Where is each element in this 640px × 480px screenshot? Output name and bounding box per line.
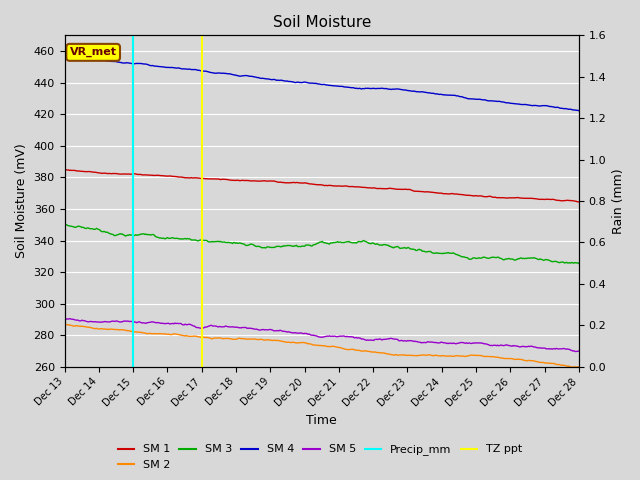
SM 2 <box>568 364 575 370</box>
SM 3 <box>368 240 376 246</box>
SM 2 <box>575 364 583 370</box>
SM 1 <box>575 199 583 205</box>
SM 3 <box>61 222 68 228</box>
SM 5 <box>340 333 348 339</box>
Legend: SM 1, SM 2, SM 3, SM 4, SM 5, Precip_mm, TZ ppt: SM 1, SM 2, SM 3, SM 4, SM 5, Precip_mm,… <box>113 440 527 474</box>
SM 5 <box>564 346 572 352</box>
SM 4 <box>61 53 68 59</box>
SM 3 <box>564 260 572 266</box>
SM 2 <box>483 354 490 360</box>
SM 1 <box>339 183 347 189</box>
SM 3 <box>340 240 348 246</box>
SM 1 <box>308 181 316 187</box>
SM 5 <box>575 348 583 354</box>
SM 4 <box>305 80 313 86</box>
SM 5 <box>572 348 580 354</box>
SM 1 <box>367 185 374 191</box>
SM 3 <box>306 242 314 248</box>
X-axis label: Time: Time <box>307 414 337 427</box>
SM 1 <box>483 194 490 200</box>
SM 5 <box>309 332 317 338</box>
SM 4 <box>575 108 583 114</box>
SM 3 <box>61 222 69 228</box>
SM 2 <box>305 341 313 347</box>
SM 2 <box>339 346 347 351</box>
SM 4 <box>308 80 316 86</box>
Text: VR_met: VR_met <box>70 47 116 58</box>
Title: Soil Moisture: Soil Moisture <box>273 15 371 30</box>
SM 2 <box>563 363 570 369</box>
SM 4 <box>563 106 570 112</box>
SM 5 <box>368 337 376 343</box>
Line: SM 2: SM 2 <box>65 324 579 367</box>
SM 4 <box>367 86 374 92</box>
SM 5 <box>306 332 314 337</box>
SM 1 <box>563 197 570 203</box>
SM 5 <box>66 316 74 322</box>
Line: SM 5: SM 5 <box>65 319 579 351</box>
Y-axis label: Soil Moisture (mV): Soil Moisture (mV) <box>15 144 28 258</box>
Line: SM 1: SM 1 <box>65 169 579 202</box>
Line: SM 4: SM 4 <box>65 56 579 111</box>
SM 1 <box>305 181 313 187</box>
SM 3 <box>575 261 583 266</box>
SM 2 <box>61 321 68 327</box>
Y-axis label: Rain (mm): Rain (mm) <box>612 168 625 234</box>
SM 1 <box>61 167 68 172</box>
Line: SM 3: SM 3 <box>65 225 579 264</box>
SM 3 <box>483 255 491 261</box>
SM 5 <box>61 316 68 322</box>
SM 5 <box>483 341 491 347</box>
SM 2 <box>308 342 316 348</box>
SM 4 <box>339 84 347 89</box>
SM 3 <box>309 242 317 248</box>
SM 2 <box>367 349 374 355</box>
SM 4 <box>483 97 490 103</box>
